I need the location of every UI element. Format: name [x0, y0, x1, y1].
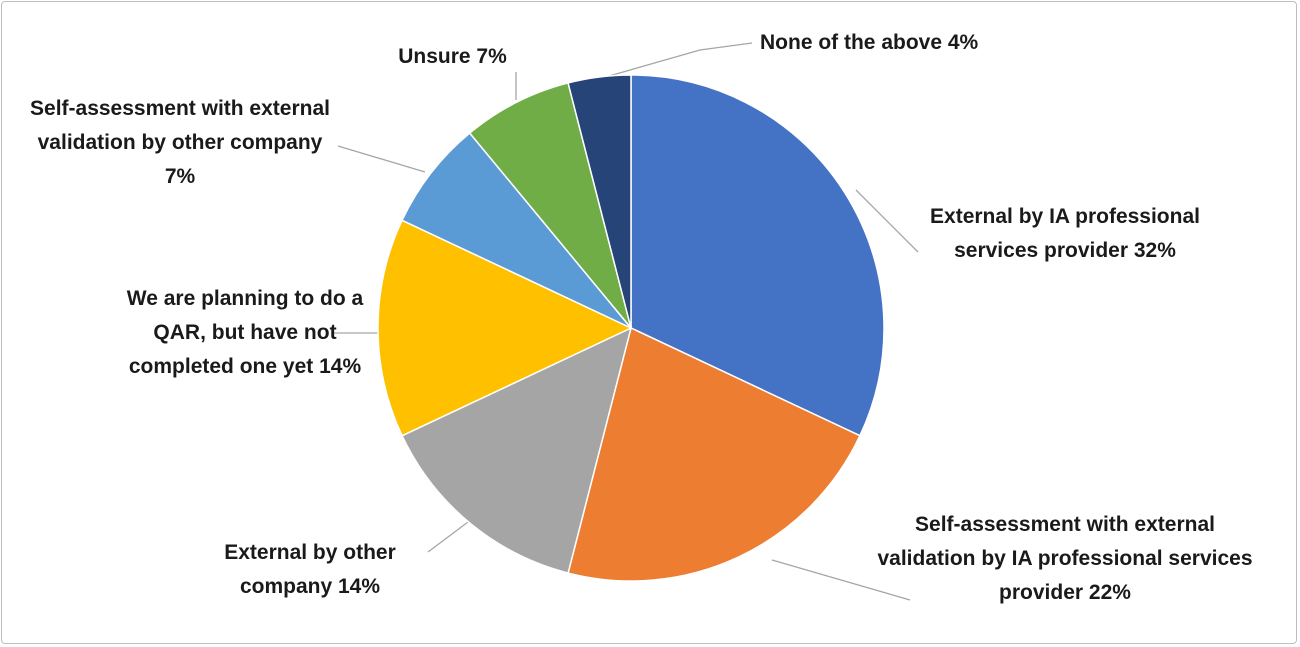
category-label: None of the above: [760, 31, 943, 54]
data-label: External by IA professional services pro…: [930, 200, 1200, 268]
value-label: 22%: [1088, 581, 1131, 604]
leader-line: [855, 189, 919, 253]
leader-line: [337, 145, 426, 173]
data-label: Self-assessment with external validation…: [870, 508, 1260, 610]
value-label: 14%: [338, 575, 381, 598]
category-label: External by other company: [224, 541, 396, 598]
data-label: External by other company 14%: [190, 536, 430, 604]
pie-slice: [401, 132, 632, 329]
leader-line: [771, 559, 911, 601]
data-label: We are planning to do a QAR, but have no…: [120, 282, 370, 384]
category-label: Self-assessment with external validation…: [877, 513, 1253, 604]
category-label: Unsure: [398, 45, 477, 68]
value-label: 4%: [947, 31, 979, 54]
pie-slice: [567, 74, 632, 329]
leader-line: [601, 42, 753, 79]
pie-slice: [567, 326, 861, 582]
pie-slice: [401, 326, 633, 574]
pie-slice: [377, 219, 633, 437]
data-label: None of the above 4%: [760, 26, 1050, 60]
value-label: 32%: [1133, 239, 1176, 262]
pie-slice: [468, 82, 632, 329]
value-label: 7%: [164, 165, 196, 188]
category-label: External by IA professional services pro…: [930, 205, 1200, 262]
value-label: 14%: [319, 355, 362, 378]
leader-line: [427, 521, 469, 553]
category-label: Self-assessment with external validation…: [30, 97, 330, 154]
leader-lines: [332, 42, 919, 601]
data-label: Self-assessment with external validation…: [30, 92, 330, 194]
data-label: Unsure 7%: [370, 40, 535, 74]
pie-slice: [630, 74, 885, 437]
value-label: 7%: [476, 45, 507, 68]
category-label: We are planning to do a QAR, but have no…: [126, 287, 364, 378]
